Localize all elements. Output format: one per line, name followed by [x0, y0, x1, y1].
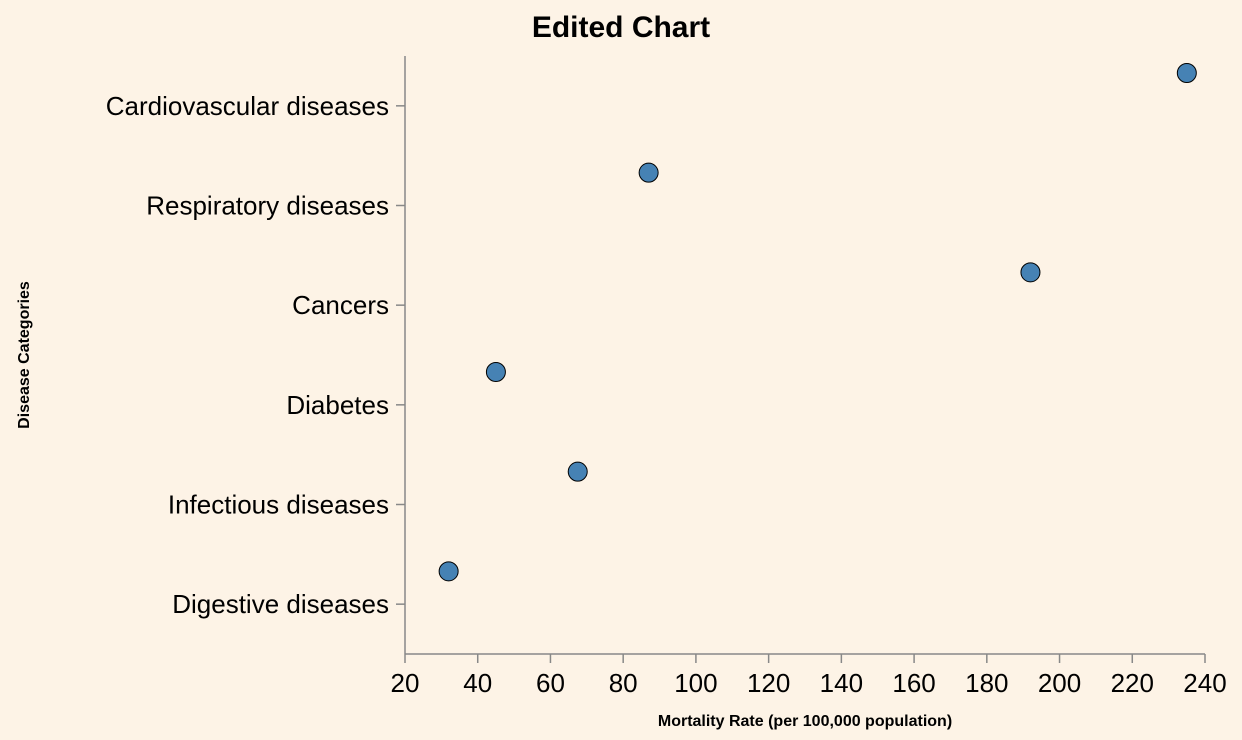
data-point-4	[567, 461, 588, 482]
data-points	[438, 63, 1197, 582]
y-axis-title: Disease Categories	[16, 281, 33, 429]
x-tick-label-3: 80	[609, 668, 638, 698]
y-tick-label-4: Infectious diseases	[168, 490, 389, 520]
x-tick-label-0: 20	[391, 668, 420, 698]
data-point-0	[1176, 63, 1197, 83]
x-tick-label-11: 240	[1183, 668, 1226, 698]
chart-title: Edited Chart	[532, 11, 710, 44]
x-tick-label-8: 180	[965, 668, 1008, 698]
y-tick-label-2: Cancers	[292, 290, 389, 320]
data-point-1	[638, 162, 659, 183]
x-tick-label-2: 60	[536, 668, 565, 698]
x-tick-label-5: 120	[747, 668, 790, 698]
x-axis: 20 40 60 80 100 120 140 160 180 200 220 240	[391, 653, 1227, 698]
x-tick-label-9: 200	[1038, 668, 1081, 698]
x-tick-label-1: 40	[463, 668, 492, 698]
x-tick-label-10: 220	[1111, 668, 1154, 698]
x-tick-label-4: 100	[674, 668, 717, 698]
x-tick-label-7: 160	[892, 668, 935, 698]
data-point-2	[1020, 262, 1041, 283]
data-point-3	[485, 362, 506, 382]
x-tick-label-6: 140	[820, 668, 863, 698]
data-point-5	[438, 561, 459, 582]
y-tick-label-5: Digestive diseases	[172, 589, 389, 619]
y-axis: Cardiovascular diseases Respiratory disea…	[106, 56, 406, 654]
x-axis-title: Mortality Rate (per 100,000 population)	[658, 713, 952, 730]
y-tick-label-1: Respiratory diseases	[146, 191, 389, 221]
y-tick-label-3: Diabetes	[286, 390, 389, 420]
y-tick-label-0: Cardiovascular diseases	[106, 91, 389, 121]
